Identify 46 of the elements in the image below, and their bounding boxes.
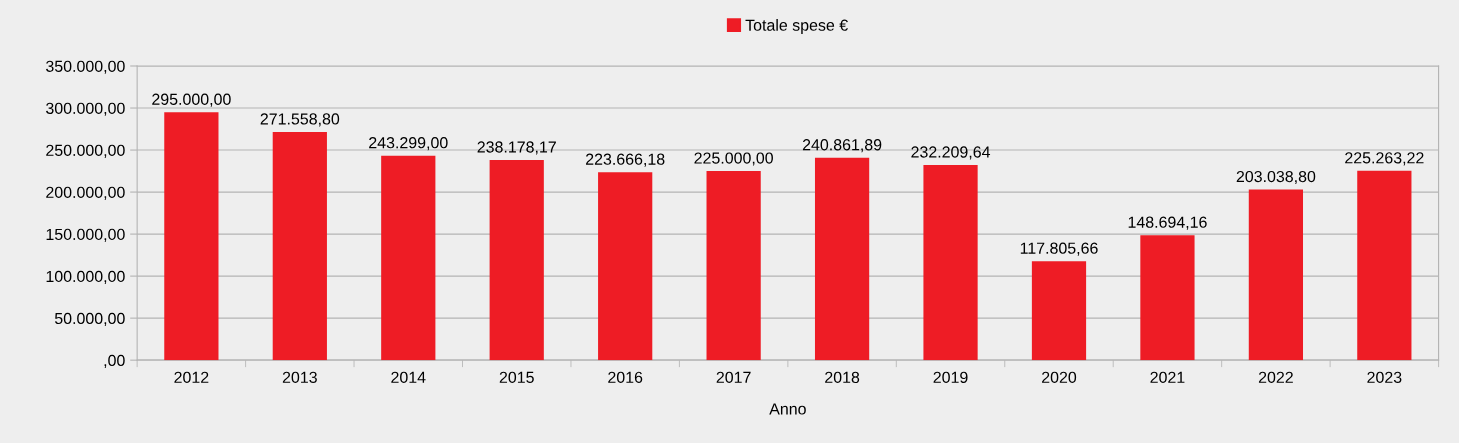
x-tick-label: 2017 [716, 371, 751, 383]
y-tick-label: 250.000,00 [46, 144, 125, 158]
bar [272, 131, 327, 361]
data-label: 271.558,80 [260, 113, 340, 127]
x-tick-label: 2019 [933, 371, 968, 383]
y-tick-label: 350.000,00 [46, 60, 125, 74]
x-tick-label: 2022 [1258, 371, 1293, 383]
y-tick-label: 100.000,00 [46, 270, 125, 284]
data-label: 117.805,66 [1020, 242, 1098, 256]
bar [1248, 189, 1304, 361]
bar [489, 159, 544, 361]
x-tick-label: 2018 [825, 371, 860, 383]
data-label: 203.038,80 [1236, 170, 1316, 185]
x-tick-label: 2012 [174, 371, 209, 383]
x-tick-label: 2023 [1367, 371, 1402, 383]
x-tick-label: 2016 [608, 371, 643, 383]
bar [923, 165, 978, 361]
bar [706, 171, 761, 361]
data-label: 295.000,00 [152, 93, 231, 107]
y-tick-label: ,00 [104, 354, 125, 368]
data-label: 238.178,17 [477, 141, 556, 155]
bar [1357, 170, 1412, 361]
y-tick-label: 50.000,00 [54, 312, 125, 326]
x-tick-label: 2021 [1150, 371, 1185, 383]
bar [1031, 261, 1087, 361]
x-tick-label: 2014 [391, 371, 426, 383]
data-label: 148.694,16 [1128, 216, 1207, 230]
data-label: 225.000,00 [694, 152, 773, 166]
bar [381, 155, 436, 361]
x-tick-label: 2015 [499, 371, 534, 383]
y-tick-label: 200.000,00 [46, 186, 125, 200]
bar [164, 112, 219, 361]
y-tick-label: 300.000,00 [46, 102, 125, 116]
bar [598, 172, 653, 361]
x-axis-title: Anno [769, 403, 806, 415]
bar [814, 157, 870, 361]
data-label: 240.861,89 [802, 139, 882, 153]
x-tick-label: 2020 [1042, 371, 1077, 383]
data-label: 232.209,64 [911, 146, 991, 160]
data-label: 243.299,00 [369, 137, 448, 151]
data-label: 223.666,18 [586, 153, 665, 167]
data-label: 225.263,22 [1345, 152, 1424, 166]
y-tick-label: 150.000,00 [46, 228, 125, 242]
bar [1140, 235, 1195, 361]
legend-label: Totale spese € [745, 19, 848, 34]
x-tick-label: 2013 [282, 371, 317, 383]
